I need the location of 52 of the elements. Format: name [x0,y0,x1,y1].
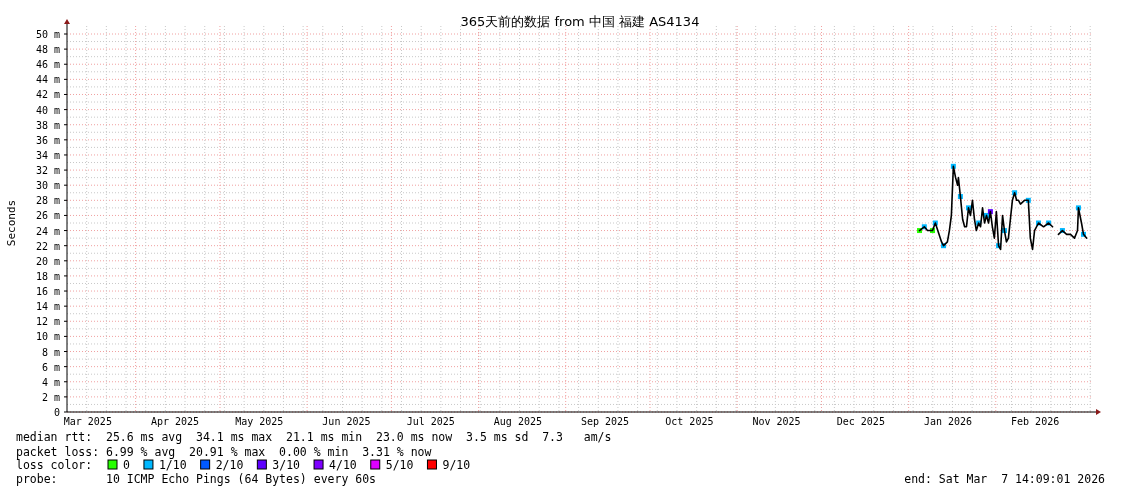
text: packet loss: 6.99 % avg 20.91 % max 0.00 % min 3.31 % now [16,445,432,459]
legend-label: 3/10 [272,458,301,472]
text: median rtt: 25.6 ms avg 34.1 ms max 21.1 ms min 23.0 ms now 3.5 ms sd 7.3 am/s [16,430,612,444]
y-tick-label: 28 m [35,195,60,207]
chart-title: 365天前的数据 from 中国 福建 AS4134 [460,14,700,29]
x-tick-label: Oct 2025 [665,416,714,427]
y-tick-label: 40 m [35,104,60,116]
y-tick-label: 4 m [41,376,60,388]
legend-title: loss color: [16,458,93,472]
x-tick-label: Jul 2025 [406,416,455,427]
y-tick-label: 24 m [35,225,60,237]
x-tick-label: Nov 2025 [752,416,801,427]
x-tick-label: Sep 2025 [580,416,630,427]
x-tick-label: Apr 2025 [150,416,200,427]
legend-label: 1/10 [158,458,187,472]
y-tick-label: 32 m [35,165,60,177]
y-axis-title: Seconds [5,199,18,247]
x-tick-label: Jun 2025 [322,416,371,427]
y-tick-label: 16 m [35,286,60,298]
x-tick-label: Feb 2026 [1011,416,1060,427]
text: probe: 10 ICMP Echo Pings (64 Bytes) every 60s [16,472,377,486]
x-tick-label: Jan 2026 [923,416,973,427]
y-tick-label: 26 m [35,210,60,222]
y-tick-label: 14 m [35,301,60,313]
y-tick-label: 12 m [35,316,60,328]
legend-label: 9/10 [442,458,471,472]
x-tick-label: Mar 2025 [63,416,112,427]
y-tick-label: 48 m [35,44,60,56]
y-tick-label: 0 [53,407,60,418]
y-tick-label: 8 m [41,346,60,358]
x-tick-label: May 2025 [235,416,284,427]
text: end: Sat Mar 7 14:09:01 2026 [904,472,1106,486]
y-tick-label: 2 m [41,391,60,403]
y-tick-label: 30 m [35,180,60,192]
y-tick-label: 20 m [35,255,60,267]
legend-label: 2/10 [215,458,244,472]
y-tick-label: 10 m [35,331,60,343]
legend-label: 4/10 [329,458,357,472]
y-tick-label: 50 m [35,29,60,40]
y-tick-label: 34 m [35,149,60,161]
x-tick-label: Aug 2025 [493,416,542,427]
legend-label: 0 [123,458,130,472]
y-tick-label: 44 m [35,74,60,86]
y-tick-label: 6 m [41,361,60,373]
y-tick-label: 18 m [35,270,60,282]
y-tick-label: 36 m [35,134,60,146]
y-tick-label: 22 m [35,240,60,252]
y-tick-label: 46 m [35,59,60,71]
x-tick-label: Dec 2025 [836,416,885,427]
y-tick-label: 38 m [35,119,60,131]
y-tick-label: 42 m [35,89,60,101]
legend-label: 5/10 [385,458,414,472]
